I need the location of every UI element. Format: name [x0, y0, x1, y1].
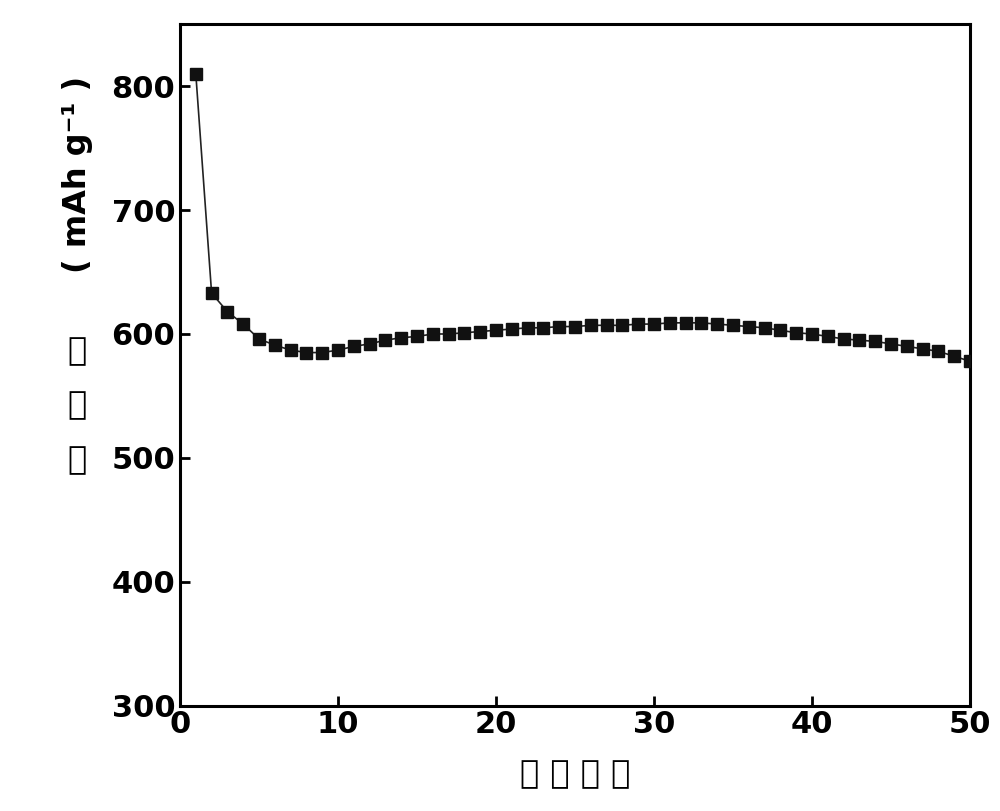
X-axis label: 循 环 次 数: 循 环 次 数 — [520, 759, 630, 790]
Text: 比: 比 — [68, 336, 87, 367]
Text: 容: 容 — [68, 390, 87, 422]
Text: ( mAh g⁻¹ ): ( mAh g⁻¹ ) — [62, 75, 93, 272]
Text: 量: 量 — [68, 444, 87, 476]
